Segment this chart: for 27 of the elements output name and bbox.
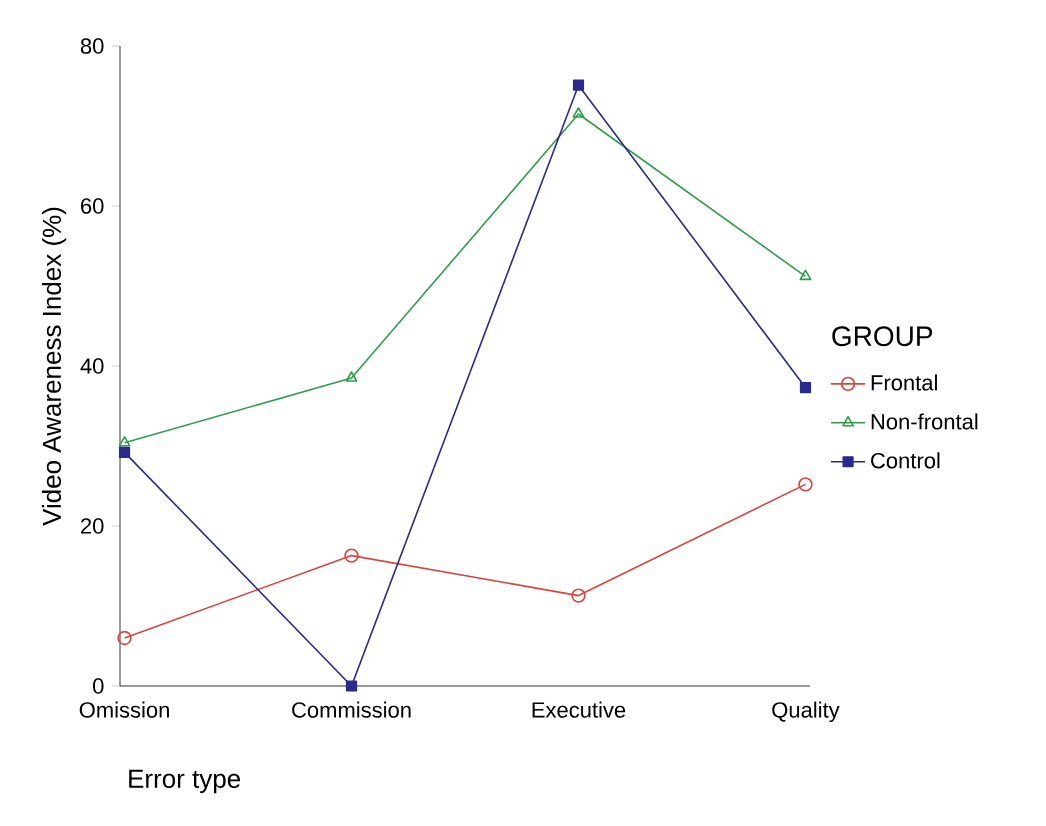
point — [345, 371, 358, 382]
y-tick-label: 0 — [93, 678, 104, 694]
point — [118, 446, 131, 458]
x-tick-label: Commission — [292, 701, 411, 718]
y-tick-label: 20 — [81, 518, 104, 534]
legend-label: Control — [871, 452, 940, 469]
point — [799, 269, 812, 281]
x-axis-title: Error type — [129, 769, 241, 794]
point — [118, 436, 131, 447]
point — [571, 588, 586, 603]
x-tick-label: Omission — [79, 701, 169, 718]
point — [798, 477, 813, 492]
point — [345, 680, 358, 692]
point — [344, 548, 359, 563]
point — [572, 107, 585, 118]
y-tick-label: 40 — [80, 358, 104, 374]
point — [572, 79, 585, 91]
legend-label: Non-frontal — [871, 413, 978, 430]
x-tick-label: Quality — [772, 701, 840, 723]
point — [117, 630, 132, 646]
x-tick-label: Executive — [532, 701, 626, 718]
y-axis-title: Video Awareness Index (%) — [41, 207, 67, 526]
y-tick-label: 80 — [80, 38, 104, 54]
y-tick-label: 60 — [81, 198, 104, 214]
legend-title: GROUP — [832, 326, 933, 347]
legend-label: Frontal — [871, 374, 937, 391]
point — [799, 382, 812, 394]
